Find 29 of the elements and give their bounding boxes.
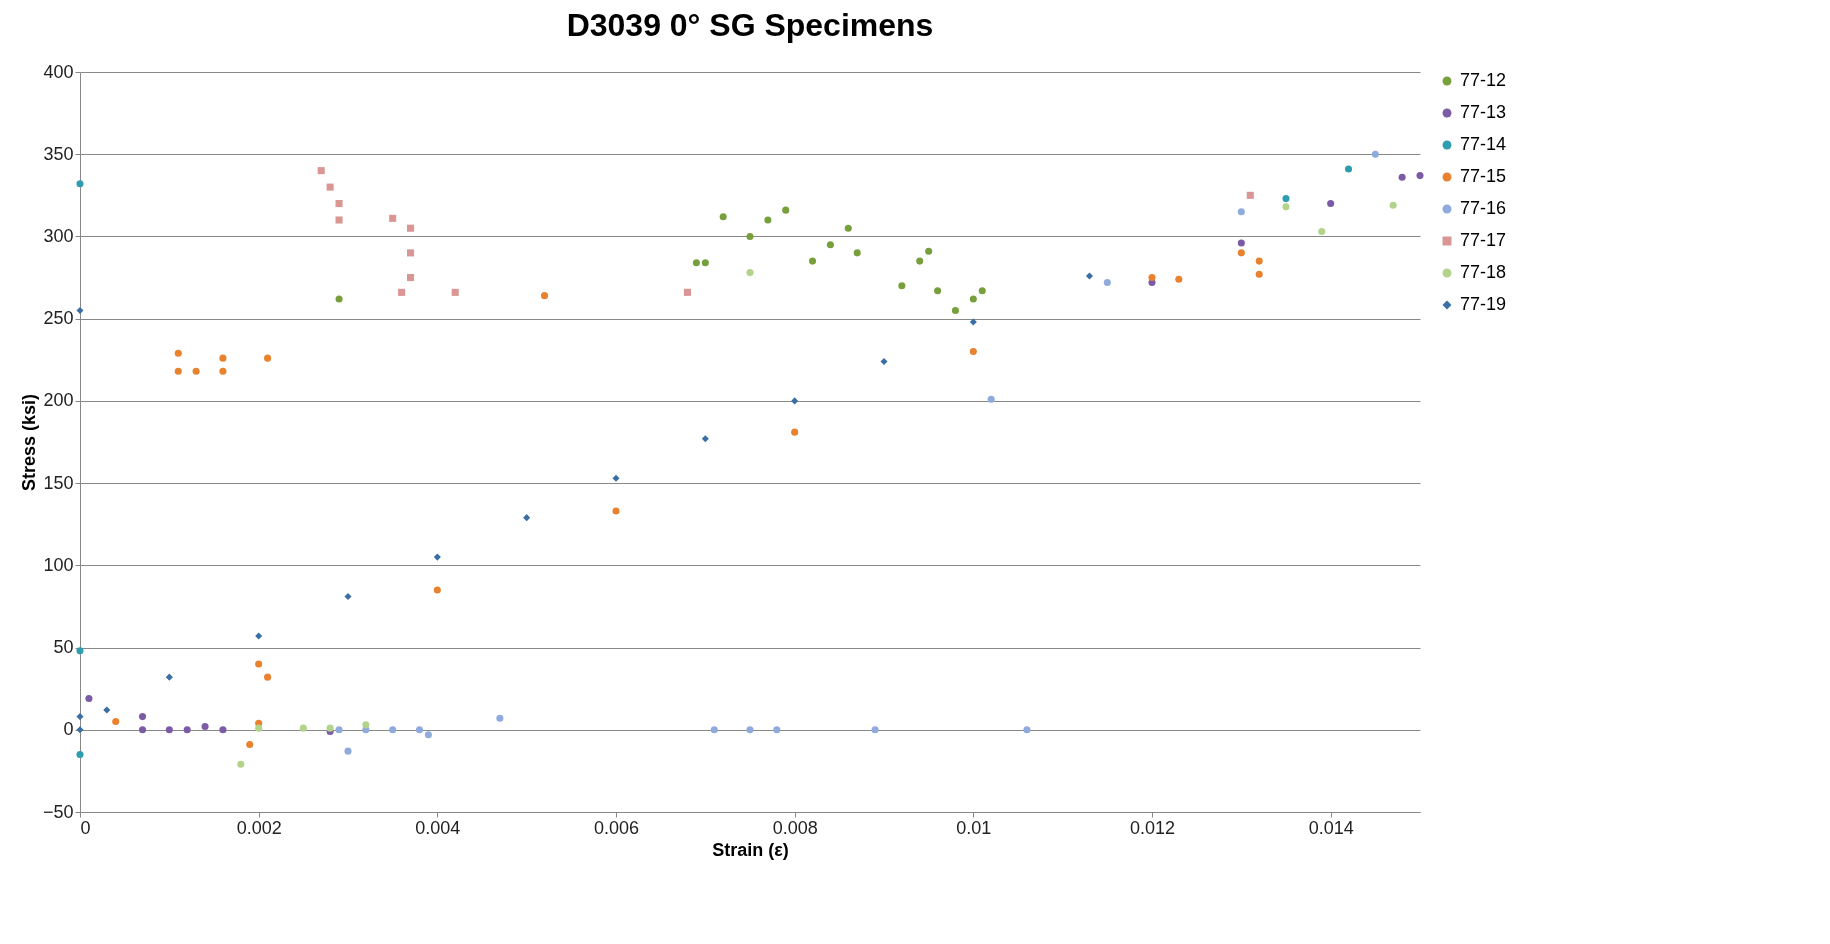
x-tick-label: 0.012 [1129, 817, 1176, 838]
y-tick-label: 300 [43, 225, 74, 246]
x-axis-title: Strain (ε) [712, 839, 789, 860]
y-tick-label: 200 [43, 390, 74, 411]
legend-label: 77-14 [1460, 134, 1507, 154]
legend-label: 77-16 [1460, 198, 1507, 218]
x-tick-label: 0 [80, 817, 91, 838]
x-tick-label: 0.004 [415, 817, 461, 838]
y-tick-label: 250 [43, 308, 74, 329]
x-tick-label: 0.006 [593, 817, 640, 838]
legend-label: 77-12 [1460, 70, 1507, 90]
legend-label: 77-15 [1460, 166, 1507, 186]
y-tick-label: 0 [63, 719, 74, 740]
chart-title: D3039 0° SG Specimens [566, 7, 934, 43]
x-tick-label: 0.014 [1308, 817, 1354, 838]
y-tick-label: −50 [42, 801, 74, 822]
x-tick-label: 0.002 [236, 817, 282, 838]
y-tick-label: 150 [43, 472, 74, 493]
x-tick-label: 0.008 [772, 817, 818, 838]
legend-label: 77-17 [1460, 230, 1507, 250]
y-tick-label: 350 [43, 143, 74, 164]
y-tick-label: 100 [43, 554, 74, 575]
legend-label: 77-13 [1460, 102, 1507, 122]
legend-label: 77-18 [1460, 262, 1507, 282]
x-tick-label: 0.01 [956, 817, 992, 838]
y-tick-label: 400 [43, 61, 74, 82]
legend-label: 77-19 [1460, 294, 1507, 314]
y-tick-label: 50 [53, 637, 74, 658]
y-axis-title: Stress (ksi) [18, 393, 39, 492]
